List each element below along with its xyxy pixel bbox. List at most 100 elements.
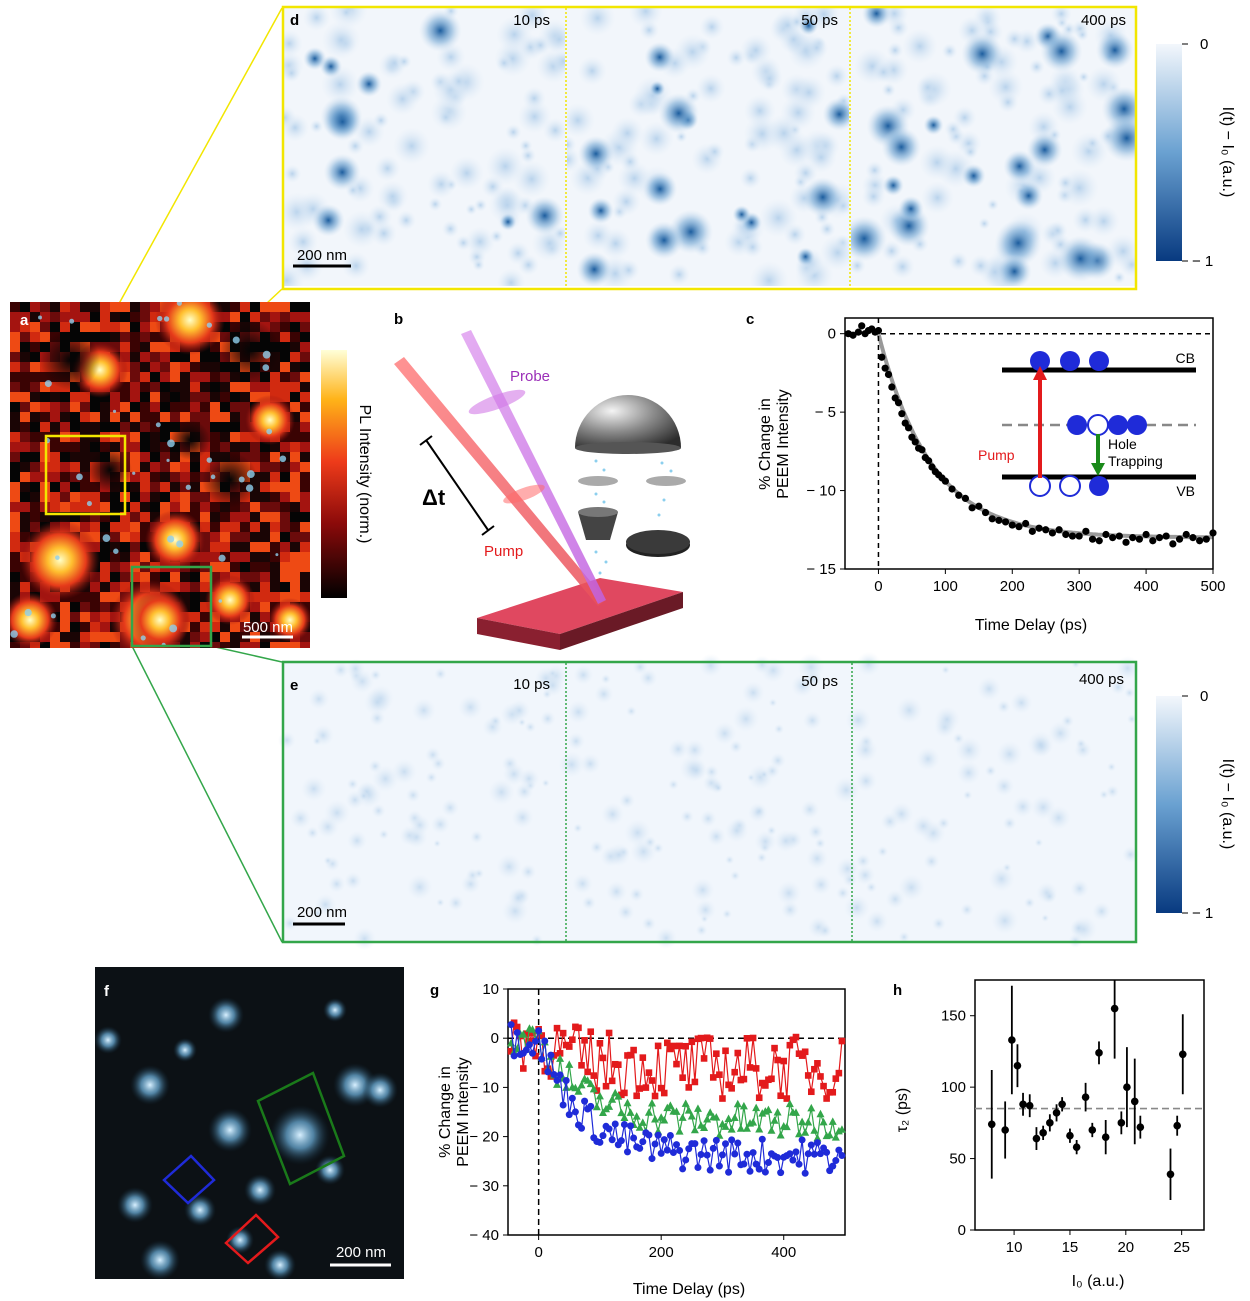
point-red (679, 1074, 686, 1081)
point-green (715, 1131, 724, 1139)
point-blue (623, 1148, 631, 1156)
y-tick-label: − 15 (806, 561, 836, 578)
point-blue (522, 1046, 530, 1054)
data-point (968, 504, 976, 512)
x-tick-label: 400 (1134, 578, 1159, 595)
point-green (804, 1117, 813, 1126)
data-point (987, 1120, 996, 1129)
point-green (798, 1117, 807, 1126)
colorbar-d (1156, 44, 1182, 261)
data-point (1025, 1101, 1034, 1110)
data-point (1142, 530, 1150, 539)
point-blue (758, 1135, 766, 1143)
data-point (1068, 532, 1077, 540)
point-red (811, 1065, 818, 1073)
point-green (553, 1080, 562, 1088)
data-point (1028, 527, 1036, 535)
point-green (589, 1084, 598, 1093)
point-green (620, 1113, 629, 1122)
colorbar-d-tick-0: 0 (1200, 36, 1208, 53)
data-point (1102, 530, 1110, 539)
region-green-box (130, 565, 213, 648)
point-green (565, 1060, 574, 1068)
point-red (532, 1052, 539, 1060)
lens-cup (578, 512, 618, 540)
colorbar-pl (321, 350, 347, 598)
roi-green (256, 1071, 346, 1186)
data-point (955, 491, 963, 499)
point-red (716, 1071, 723, 1078)
data-point (1055, 526, 1063, 534)
point-blue (565, 1111, 573, 1119)
inset-vb: VB (1176, 483, 1195, 499)
point-blue (774, 1154, 782, 1162)
point-green (528, 1025, 537, 1033)
point-blue (712, 1136, 720, 1144)
point-green (519, 1030, 528, 1038)
data-point (1196, 537, 1204, 545)
point-green (764, 1105, 773, 1114)
panel-c-chart: c 0 100 200 300 400 500 0 − 5 − 10 − 15 % Change … (746, 311, 1226, 634)
data-point (1095, 537, 1103, 545)
data-point (1178, 1050, 1187, 1059)
data-point (1122, 538, 1130, 546)
point-red (587, 1028, 595, 1036)
point-blue (798, 1136, 806, 1144)
point-blue (838, 1151, 846, 1159)
point-green (724, 1114, 733, 1123)
point-green (767, 1126, 776, 1134)
point-blue (620, 1121, 628, 1129)
point-blue (795, 1160, 803, 1168)
point-green (651, 1114, 660, 1123)
point-red (688, 1038, 696, 1046)
point-red (728, 1085, 735, 1092)
point-blue (611, 1120, 619, 1128)
data-point (1008, 521, 1016, 529)
data-point (1032, 1134, 1041, 1143)
panel-label-d: d (290, 12, 299, 29)
point-red (719, 1095, 726, 1102)
point-red (685, 1084, 693, 1091)
point-blue (801, 1169, 809, 1177)
point-green (795, 1129, 804, 1138)
point-red (569, 1036, 576, 1043)
point-green (660, 1116, 669, 1124)
point-green (749, 1118, 758, 1126)
point-red (633, 1092, 640, 1100)
y-tick-label: − 30 (469, 1178, 499, 1195)
data-point (1189, 534, 1197, 542)
y-tick-label: 0 (828, 326, 836, 343)
point-blue (636, 1144, 644, 1152)
point-blue (538, 1055, 546, 1063)
point-red (575, 1024, 582, 1032)
data-point (1048, 529, 1057, 537)
point-blue (630, 1134, 638, 1142)
pump-beam (394, 357, 606, 606)
data-point (1046, 1119, 1054, 1127)
point-green (739, 1101, 748, 1110)
point-green (755, 1124, 764, 1133)
point-blue (654, 1131, 662, 1139)
point-green (721, 1122, 730, 1130)
point-blue (731, 1150, 739, 1158)
x-tick-label: 200 (649, 1244, 674, 1261)
data-point (858, 322, 866, 330)
sample-slab-top (477, 578, 683, 634)
data-point (1052, 1109, 1061, 1117)
point-green (617, 1108, 626, 1117)
data-point (1042, 526, 1050, 534)
point-red (547, 1073, 555, 1080)
point-blue (532, 1037, 540, 1045)
point-red (792, 1033, 800, 1041)
point-blue (666, 1132, 674, 1140)
point-red (749, 1034, 757, 1042)
point-red (602, 1082, 610, 1090)
data-point (1123, 1083, 1131, 1091)
plot-frame (844, 317, 1214, 570)
point-green (810, 1126, 819, 1134)
data-point (961, 494, 970, 503)
point-green (574, 1087, 583, 1095)
point-blue (553, 1076, 561, 1084)
data-point (894, 399, 903, 407)
data-point (881, 364, 889, 372)
